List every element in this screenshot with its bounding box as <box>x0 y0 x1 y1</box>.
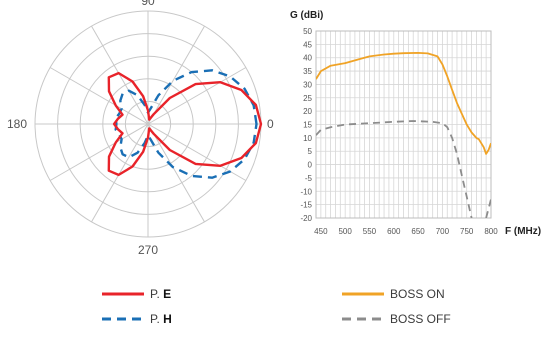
legend-item-boss-off: BOSS OFF <box>342 312 451 326</box>
y-tick-label: 30 <box>303 80 312 89</box>
polar-angle-label-270: 270 <box>138 243 158 257</box>
legend-item-h: P. H <box>102 312 172 326</box>
y-tick-label: 20 <box>303 107 312 116</box>
y-tick-label: -20 <box>300 214 312 223</box>
gain-series-0 <box>316 52 491 155</box>
legend-label-e: P. E <box>150 287 172 301</box>
y-tick-label: -5 <box>305 174 313 183</box>
polar-spoke-300 <box>147 123 205 223</box>
x-tick-label: 650 <box>411 227 425 236</box>
x-axis-title: F (MHz) <box>505 226 541 237</box>
y-tick-label: 35 <box>303 67 312 76</box>
polar-spoke-150 <box>49 67 149 125</box>
polar-series-h <box>114 69 258 179</box>
legend-swatch-e <box>102 292 144 296</box>
gain-series-2 <box>485 199 491 218</box>
polar-series-e <box>107 71 263 177</box>
legend-label-boss-off: BOSS OFF <box>390 312 451 326</box>
legend-swatch-boss-off <box>342 317 384 321</box>
legend-label-h: P. H <box>150 312 172 326</box>
x-tick-label: 800 <box>484 227 498 236</box>
y-tick-label: -15 <box>300 201 312 210</box>
y-tick-label: 10 <box>303 134 312 143</box>
legend-label-boss-on: BOSS ON <box>390 287 445 301</box>
polar-spoke-60 <box>147 25 205 125</box>
y-tick-label: 40 <box>303 54 312 63</box>
x-tick-label: 600 <box>387 227 401 236</box>
x-tick-label: 550 <box>363 227 377 236</box>
legend-swatch-h <box>102 317 144 321</box>
polar-spoke-30 <box>147 67 247 125</box>
legend-item-boss-on: BOSS ON <box>342 287 445 301</box>
x-tick-label: 750 <box>460 227 474 236</box>
x-tick-label: 700 <box>436 227 450 236</box>
polar-angle-label-0: 0 <box>267 117 274 131</box>
y-tick-label: 5 <box>308 147 313 156</box>
polar-angle-label-180: 180 <box>7 117 27 131</box>
legend-swatch-boss-on <box>342 292 384 296</box>
y-tick-label: 15 <box>303 121 312 130</box>
gain-series-1 <box>316 120 473 218</box>
polar-pattern-chart: 90 180 0 270 <box>7 0 274 257</box>
y-tick-label: -10 <box>300 187 312 196</box>
polar-angle-label-90: 90 <box>141 0 155 8</box>
plot-frame <box>315 30 492 219</box>
y-tick-label: 45 <box>303 40 312 49</box>
x-tick-label: 500 <box>338 227 352 236</box>
polar-grid <box>34 10 262 238</box>
y-tick-label: 0 <box>308 161 313 170</box>
y-tick-label: 25 <box>303 94 312 103</box>
polar-spoke-210 <box>49 123 149 181</box>
legend-item-e: P. E <box>102 287 171 301</box>
y-tick-label: 50 <box>303 27 312 36</box>
y-axis-title: G (dBi) <box>290 10 323 21</box>
x-tick-label: 450 <box>314 227 328 236</box>
